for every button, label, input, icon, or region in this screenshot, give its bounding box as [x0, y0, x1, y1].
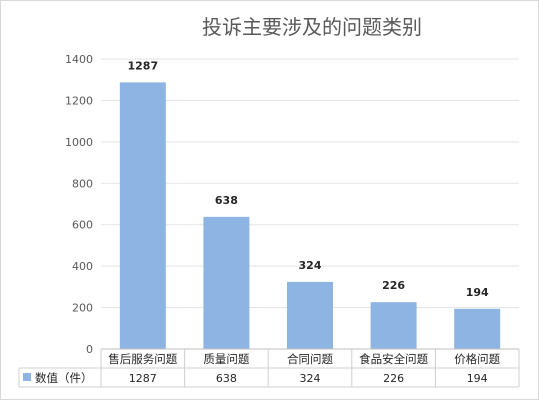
- y-tick-label: 1200: [65, 94, 93, 107]
- bar-2: [203, 216, 250, 349]
- chart-title: 投诉主要涉及的问题类别: [202, 15, 422, 39]
- y-tick-label: 800: [72, 177, 93, 190]
- category-label: 售后服务问题: [108, 352, 177, 366]
- bar-4: [370, 302, 417, 349]
- y-tick-label: 0: [86, 343, 93, 356]
- y-tick-label: 1000: [65, 136, 93, 149]
- y-tick-label: 400: [72, 260, 93, 273]
- category-label: 质量问题: [203, 352, 249, 366]
- category-label: 合同问题: [287, 352, 333, 366]
- bar-3: [287, 281, 333, 349]
- legend-swatch: [23, 373, 31, 381]
- y-tick-label: 200: [72, 302, 93, 315]
- data-label: 324: [299, 259, 322, 272]
- table-value-cell: 226: [383, 372, 404, 385]
- table-value-cell: 638: [216, 372, 237, 385]
- y-tick-label: 600: [72, 219, 93, 232]
- data-label: 226: [382, 279, 405, 292]
- category-label: 食品安全问题: [359, 352, 428, 366]
- bar-1: [119, 82, 166, 350]
- data-label: 194: [466, 286, 489, 299]
- y-tick-label: 1400: [65, 53, 93, 66]
- data-label: 638: [215, 194, 238, 207]
- series-name: 数值（件）: [35, 371, 93, 385]
- table-value-cell: 194: [467, 372, 488, 385]
- table-value-cell: 324: [300, 372, 321, 385]
- bar-5: [454, 308, 501, 349]
- data-label: 1287: [127, 59, 158, 72]
- table-value-cell: 1287: [129, 372, 157, 385]
- category-label: 价格问题: [454, 352, 500, 366]
